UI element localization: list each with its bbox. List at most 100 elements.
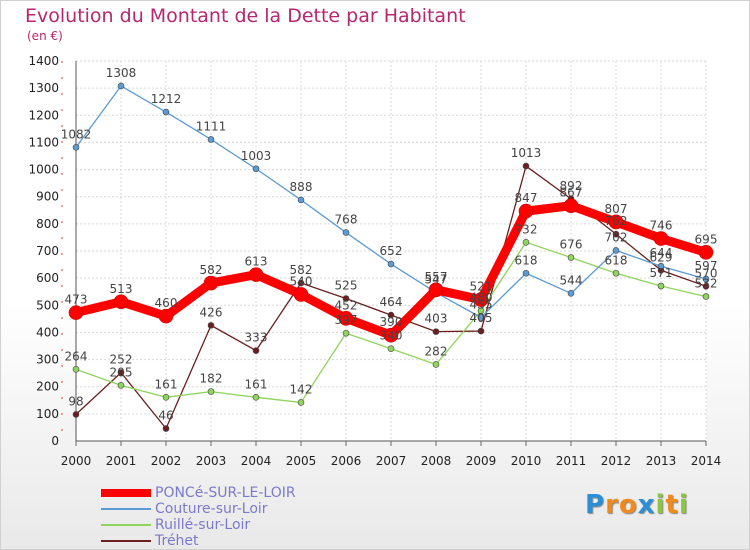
- data-label: 888: [290, 180, 313, 194]
- data-label: 540: [290, 274, 313, 288]
- data-label: 452: [335, 298, 358, 312]
- data-label: 618: [515, 253, 538, 267]
- data-label: 582: [200, 263, 223, 277]
- data-label: 161: [245, 377, 268, 391]
- y-tick-label: 1000: [28, 163, 59, 177]
- legend-swatch: [101, 508, 151, 510]
- legend-item: Couture-sur-Loir: [101, 501, 361, 517]
- data-point: [297, 279, 305, 287]
- data-point: [158, 308, 174, 324]
- chart-title: Evolution du Montant de la Dette par Hab…: [25, 5, 466, 27]
- data-point: [162, 108, 170, 116]
- data-label: 455: [470, 298, 493, 312]
- data-point: [612, 269, 620, 277]
- data-label: 1013: [511, 146, 542, 160]
- y-tick-label: 700: [36, 244, 59, 258]
- data-point: [702, 275, 710, 283]
- data-label: 252: [110, 353, 133, 367]
- data-point: [342, 329, 350, 337]
- data-point: [477, 314, 485, 321]
- y-tick-label: 1200: [28, 108, 59, 122]
- x-tick-label: 2011: [556, 454, 587, 468]
- y-tick-label: 900: [36, 190, 59, 204]
- chart-unit: (en €): [27, 29, 63, 43]
- data-label: 732: [515, 222, 538, 236]
- legend-label: Tréhet: [155, 533, 199, 549]
- data-point: [162, 393, 170, 401]
- data-label: 521: [470, 280, 493, 294]
- data-label: 557: [425, 270, 448, 284]
- data-label: 403: [425, 312, 448, 326]
- data-point: [297, 196, 305, 204]
- legend-swatch: [101, 489, 151, 497]
- x-tick-label: 2002: [151, 454, 182, 468]
- data-point: [203, 275, 219, 291]
- y-tick-label: 800: [36, 217, 59, 231]
- data-point: [387, 260, 395, 268]
- data-label: 532: [695, 277, 718, 291]
- data-label: 847: [515, 191, 538, 205]
- data-label: 762: [605, 214, 628, 228]
- data-label: 513: [110, 282, 133, 296]
- data-label: 892: [560, 179, 583, 193]
- legend: PONCé-SUR-LE-LOIR Couture-sur-Loir Ruillé-…: [101, 485, 361, 549]
- legend-item: PONCé-SUR-LE-LOIR: [101, 485, 361, 501]
- data-label: 702: [605, 230, 628, 244]
- data-point: [653, 231, 669, 246]
- data-label: 547: [425, 273, 448, 287]
- x-tick-label: 2007: [376, 454, 407, 468]
- data-label: 570: [695, 266, 718, 280]
- data-point: [207, 322, 215, 329]
- data-label: 652: [380, 244, 403, 258]
- data-point: [252, 393, 260, 401]
- data-label: 613: [245, 255, 268, 269]
- y-tick-label: 500: [36, 298, 59, 312]
- y-tick-label: 600: [36, 271, 59, 285]
- x-tick-label: 2014: [691, 454, 722, 468]
- data-label: 768: [335, 213, 358, 227]
- y-tick-label: 100: [36, 407, 59, 421]
- data-point: [608, 214, 624, 230]
- legend-item: Tréhet: [101, 533, 361, 549]
- data-point: [68, 305, 84, 320]
- data-label: 340: [380, 329, 403, 343]
- x-tick-label: 2009: [466, 454, 497, 468]
- data-point: [383, 327, 399, 343]
- data-label: 746: [650, 219, 673, 233]
- data-point: [432, 328, 440, 335]
- data-label: 807: [605, 202, 628, 216]
- data-label: 544: [560, 273, 583, 287]
- x-tick-label: 2006: [331, 454, 362, 468]
- brand-logo: Proxiti: [585, 490, 689, 520]
- y-tick-label: 0: [51, 434, 59, 448]
- data-label: 426: [200, 305, 223, 319]
- data-label: 333: [245, 331, 268, 345]
- data-point: [657, 262, 665, 270]
- data-point: [477, 307, 485, 315]
- y-tick-label: 1100: [28, 135, 59, 149]
- x-tick-label: 2008: [421, 454, 452, 468]
- data-label: 464: [380, 295, 403, 309]
- x-tick-label: 2000: [61, 454, 92, 468]
- y-tick-label: 400: [36, 325, 59, 339]
- data-label: 1111: [196, 119, 227, 133]
- data-label: 161: [155, 377, 178, 391]
- data-point: [702, 293, 710, 300]
- legend-swatch: [101, 524, 151, 526]
- data-point: [207, 388, 215, 395]
- data-label: 480: [470, 291, 493, 305]
- data-label: 205: [110, 365, 133, 379]
- data-point: [657, 282, 665, 290]
- data-point: [522, 239, 530, 246]
- data-point: [522, 162, 530, 170]
- data-point: [477, 327, 485, 335]
- data-label: 629: [650, 250, 673, 264]
- x-tick-label: 2005: [286, 454, 317, 468]
- data-label: 390: [380, 315, 403, 329]
- data-label: 582: [290, 263, 313, 277]
- data-point: [698, 245, 714, 260]
- data-point: [387, 345, 395, 353]
- data-point: [428, 282, 444, 298]
- data-point: [387, 311, 395, 319]
